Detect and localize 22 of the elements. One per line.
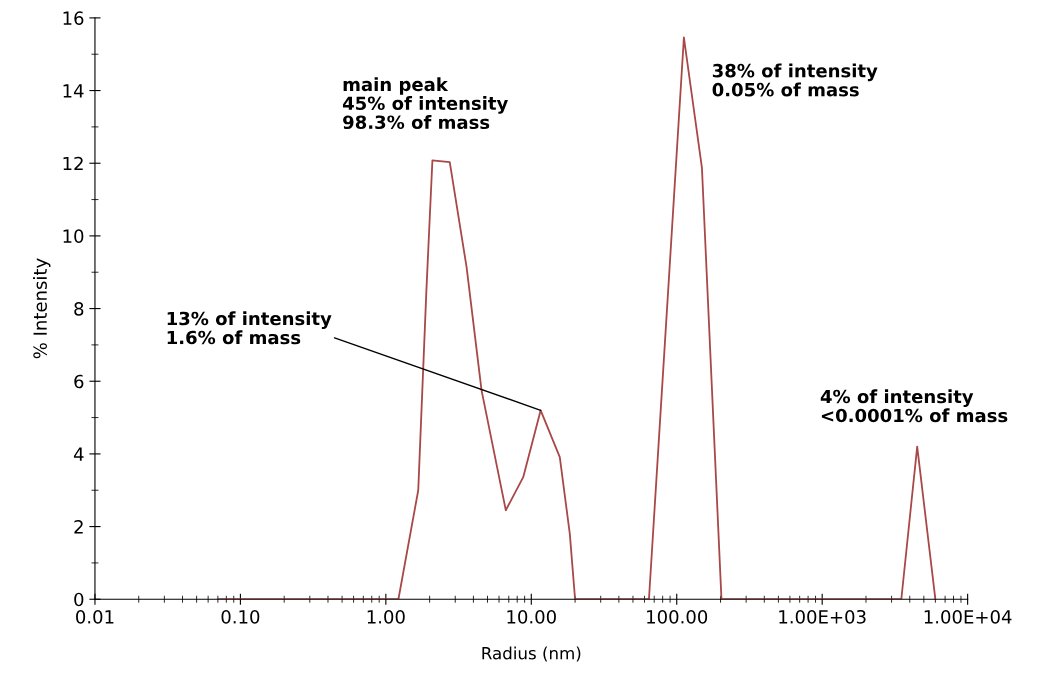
x-tick-label: 1.00: [367, 609, 405, 624]
y-tick-label: 12: [63, 156, 83, 171]
x-tick-label: 0.10: [221, 609, 260, 624]
y-tick-label: 6: [74, 374, 84, 389]
y-tick-label: 8: [74, 302, 84, 316]
x-tick-label: 1.00E+04: [924, 609, 1012, 624]
x-tick-label: 100.00: [647, 609, 708, 624]
y-tick-label: 16: [63, 11, 84, 25]
annotation: main peak 45% of intensity 98.3% of mass: [342, 77, 508, 130]
annotation: 4% of intensity <0.0001% of mass: [820, 389, 1008, 423]
x-axis-title: Radius (nm): [482, 646, 581, 662]
y-tick-label: 4: [73, 447, 84, 461]
x-tick-label: 0.01: [76, 609, 114, 624]
y-axis-title: % Intensity: [32, 258, 51, 359]
x-tick-label: 10.00: [507, 609, 556, 624]
annotation: 13% of intensity 1.6% of mass: [167, 311, 332, 345]
y-tick-label: 2: [74, 520, 83, 534]
y-tick-label: 10: [63, 229, 84, 244]
annotation: 38% of intensity 0.05% of mass: [712, 63, 878, 97]
y-tick-label: 0: [74, 592, 84, 607]
x-tick-label: 1.00E+03: [779, 609, 866, 624]
y-tick-label: 14: [63, 84, 84, 98]
